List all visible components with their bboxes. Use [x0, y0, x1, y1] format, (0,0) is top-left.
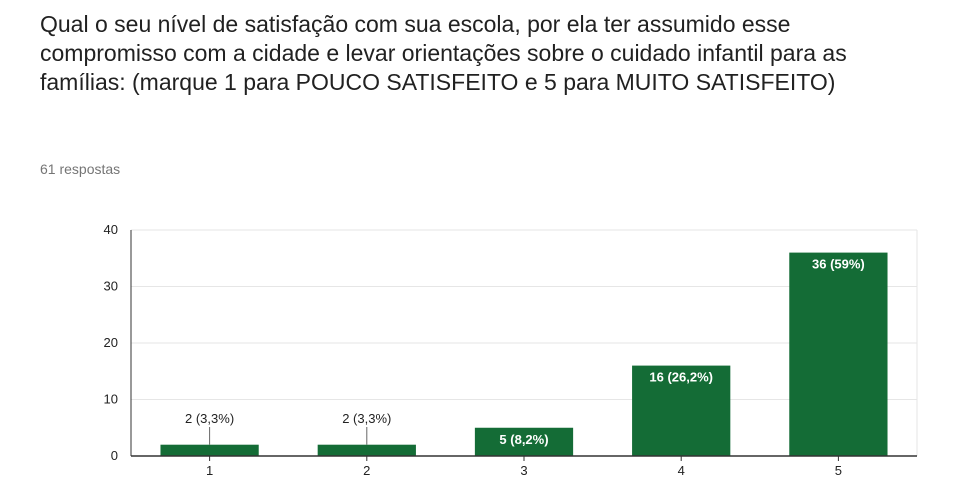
bar-3[interactable] [474, 427, 574, 456]
data-label: 2 (3,3%) [185, 411, 234, 426]
bar-1[interactable] [160, 444, 259, 456]
data-label: 2 (3,3%) [342, 411, 391, 426]
y-tick-label: 30 [104, 279, 118, 294]
bar-5[interactable] [789, 252, 888, 456]
x-tick-label: 1 [206, 463, 213, 478]
data-label: 36 (59%) [812, 257, 865, 272]
x-tick-label: 4 [678, 463, 685, 478]
x-tick-label: 2 [363, 463, 370, 478]
bar-2[interactable] [317, 444, 416, 456]
question-title: Qual o seu nível de satisfação com sua e… [40, 11, 847, 95]
label-background [331, 410, 402, 427]
x-tick-label: 3 [520, 463, 527, 478]
label-background [174, 410, 245, 427]
y-tick-label: 10 [104, 392, 118, 407]
data-label: 16 (26,2%) [649, 370, 713, 385]
y-tick-label: 20 [104, 335, 118, 350]
y-tick-label: 40 [104, 222, 118, 237]
response-count: 61 respostas [40, 161, 121, 177]
data-label: 5 (8,2%) [499, 432, 548, 447]
bar-4[interactable] [632, 365, 731, 456]
x-tick-label: 5 [835, 463, 842, 478]
y-tick-label: 0 [111, 448, 118, 463]
